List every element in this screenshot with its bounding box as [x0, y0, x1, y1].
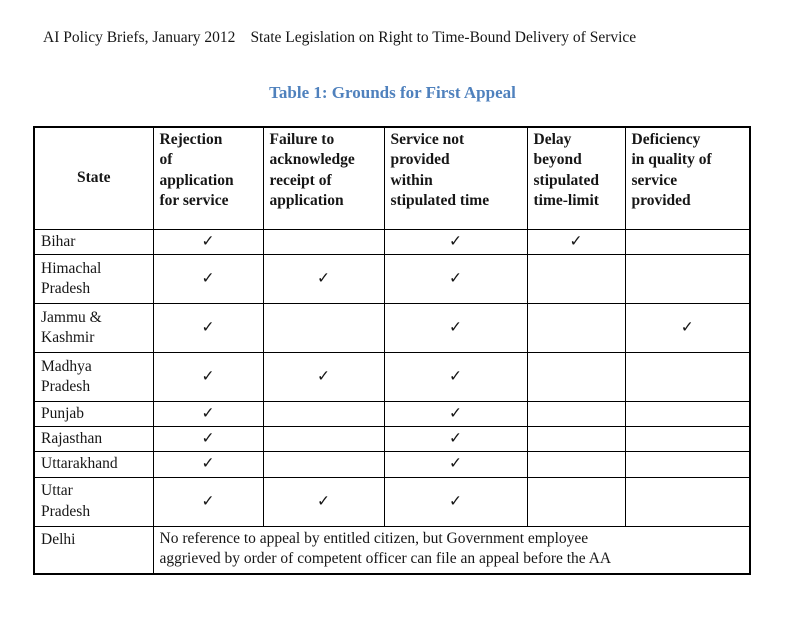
check-cell: [526, 451, 626, 478]
check-cell: ✓: [526, 228, 626, 255]
check-cell: ✓: [152, 426, 264, 453]
state-cell: Delhi: [33, 525, 154, 575]
check-cell: ✓: [383, 351, 528, 402]
state-cell: Uttar Pradesh: [33, 476, 154, 527]
check-cell: ✓: [262, 253, 385, 304]
table-row-rajasthan: Rajasthan ✓ ✓: [33, 426, 751, 453]
column-header-acknowledge: Failure to acknowledge receipt of applic…: [262, 126, 385, 230]
column-header-delay: Delay beyond stipulated time-limit: [526, 126, 626, 230]
check-cell: ✓: [624, 302, 751, 353]
check-cell: [526, 426, 626, 453]
check-cell: ✓: [383, 476, 528, 527]
check-cell: [526, 400, 626, 428]
table-row-jammu-kashmir: Jammu & Kashmir ✓ ✓ ✓: [33, 302, 751, 353]
check-cell: ✓: [262, 476, 385, 527]
header-row: State Rejection of application for servi…: [33, 126, 751, 230]
state-cell: Jammu & Kashmir: [33, 302, 154, 353]
check-cell: ✓: [383, 400, 528, 428]
state-cell: Rajasthan: [33, 426, 154, 453]
check-cell: ✓: [383, 228, 528, 255]
check-cell: [526, 302, 626, 353]
state-cell: Punjab: [33, 400, 154, 428]
check-cell: [624, 228, 751, 255]
column-header-service-time: Service not provided within stipulated t…: [383, 126, 528, 230]
check-cell: ✓: [152, 228, 264, 255]
table-row-madhya-pradesh: Madhya Pradesh ✓ ✓ ✓: [33, 351, 751, 402]
check-cell: [526, 351, 626, 402]
header-right-text: State Legislation on Right to Time-Bound…: [250, 29, 637, 46]
check-cell: ✓: [383, 253, 528, 304]
check-cell: ✓: [152, 253, 264, 304]
check-cell: [624, 400, 751, 428]
table-row-himachal-pradesh: Himachal Pradesh ✓ ✓ ✓: [33, 253, 751, 304]
document-header: AI Policy Briefs, January 2012 State Legi…: [43, 29, 785, 47]
check-cell: [526, 253, 626, 304]
check-cell: ✓: [152, 451, 264, 478]
check-cell: [624, 351, 751, 402]
check-cell: [526, 476, 626, 527]
check-cell: ✓: [152, 400, 264, 428]
check-cell: ✓: [383, 302, 528, 353]
check-cell: [624, 451, 751, 478]
note-cell: No reference to appeal by entitled citiz…: [152, 525, 751, 575]
check-cell: [262, 451, 385, 478]
check-cell: ✓: [262, 351, 385, 402]
column-header-deficiency: Deficiency in quality of service provide…: [624, 126, 751, 230]
table-title: Table 1: Grounds for First Appeal: [269, 83, 516, 102]
check-cell: [624, 476, 751, 527]
check-cell: ✓: [383, 426, 528, 453]
check-cell: ✓: [152, 476, 264, 527]
check-cell: [262, 302, 385, 353]
state-cell: Bihar: [33, 228, 154, 255]
check-cell: ✓: [152, 302, 264, 353]
state-cell: Madhya Pradesh: [33, 351, 154, 402]
table-row-uttar-pradesh: Uttar Pradesh ✓ ✓ ✓: [33, 476, 751, 527]
header-left-text: AI Policy Briefs, January 2012: [43, 29, 236, 46]
column-header-rejection: Rejection of application for service: [152, 126, 264, 230]
check-cell: ✓: [152, 351, 264, 402]
check-cell: ✓: [383, 451, 528, 478]
state-cell: Himachal Pradesh: [33, 253, 154, 304]
table-row-punjab: Punjab ✓ ✓: [33, 400, 751, 428]
table-row-uttarakhand: Uttarakhand ✓ ✓: [33, 451, 751, 478]
table-row-delhi: Delhi No reference to appeal by entitled…: [33, 525, 751, 575]
check-cell: [262, 400, 385, 428]
column-header-state: State: [33, 126, 154, 230]
check-cell: [262, 426, 385, 453]
state-cell: Uttarakhand: [33, 451, 154, 478]
table-row-bihar: Bihar ✓ ✓ ✓: [33, 228, 751, 255]
check-cell: [624, 253, 751, 304]
grounds-for-first-appeal-table: State Rejection of application for servi…: [33, 126, 751, 576]
check-cell: [262, 228, 385, 255]
check-cell: [624, 426, 751, 453]
